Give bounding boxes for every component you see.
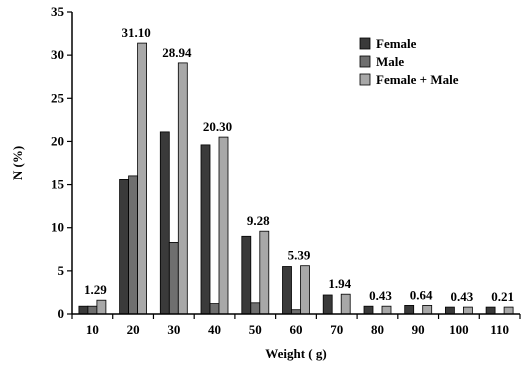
y-tick-label: 35	[51, 4, 65, 19]
legend-label: Male	[376, 54, 404, 69]
bar-female-male-20	[137, 42, 148, 315]
data-label: 0.43	[369, 288, 392, 303]
bar-male-10	[87, 305, 98, 315]
y-tick-label: 25	[51, 90, 65, 105]
x-tick-label: 40	[208, 322, 221, 337]
x-tick-label: 80	[371, 322, 384, 337]
bar-female-male-30	[177, 62, 188, 315]
data-label: 1.94	[328, 276, 351, 291]
legend-label: Female + Male	[376, 72, 459, 87]
x-tick-label: 90	[412, 322, 425, 337]
x-tick-label: 70	[330, 322, 343, 337]
x-tick-label: 30	[167, 322, 180, 337]
legend-label: Female	[376, 36, 417, 51]
data-label: 9.28	[247, 213, 270, 228]
x-tick-label: 100	[449, 322, 469, 337]
bar-female-30	[159, 131, 170, 315]
legend-swatch	[359, 55, 371, 68]
bar-male-30	[168, 241, 179, 315]
data-label: 5.39	[288, 248, 311, 263]
y-tick-label: 10	[51, 220, 64, 235]
bar-male-20	[128, 175, 139, 315]
bar-female-male-80	[381, 305, 392, 315]
legend: Female Male Female + Male	[359, 36, 459, 87]
y-tick-label: 15	[51, 177, 65, 192]
y-tick-label: 30	[51, 47, 64, 62]
bar-female-90	[404, 304, 415, 315]
bar-female-10	[78, 305, 89, 315]
bar-female-20	[119, 178, 129, 315]
data-labels-group: 1.29 31.10 28.94 20.30 9.28 5.39 1.94 0.43 0.64 0…	[84, 25, 514, 304]
bar-female-male-70	[340, 293, 351, 315]
x-tick-label: 10	[86, 322, 99, 337]
data-label: 0.21	[491, 289, 514, 304]
data-label: 0.43	[451, 289, 474, 304]
y-tick-label: 0	[58, 306, 65, 321]
bar-female-male-90	[422, 304, 433, 315]
x-tick-label: 110	[490, 322, 509, 337]
data-label: 31.10	[121, 25, 150, 40]
legend-swatch	[359, 37, 371, 50]
data-label: 0.64	[410, 287, 433, 302]
bar-female-male-110	[503, 306, 514, 315]
bar-female-male-10	[96, 299, 107, 315]
data-label: 20.30	[203, 119, 232, 134]
y-axis-title: N (%)	[10, 146, 25, 180]
bar-female-50	[241, 235, 252, 315]
bar-female-80	[363, 305, 374, 315]
bar-female-male-50	[259, 230, 270, 315]
bar-female-70	[322, 294, 333, 315]
bar-male-40	[209, 303, 220, 315]
bar-female-male-100	[462, 306, 473, 315]
x-axis-title: Weight ( g)	[265, 346, 326, 361]
bar-female-male-60	[300, 265, 310, 315]
x-tick-label: 50	[249, 322, 262, 337]
y-tick-label: 5	[58, 263, 65, 278]
bar-male-50	[250, 302, 261, 315]
bar-female-60	[282, 266, 292, 315]
data-label: 28.94	[162, 45, 192, 60]
x-tick-label: 20	[127, 322, 140, 337]
bar-female-male-40	[218, 136, 229, 315]
y-tick-label: 20	[51, 133, 64, 148]
data-label: 1.29	[84, 282, 107, 297]
axes-group: 0 5 10 15 20 25 30 35 10 20 30 40 50 60 70 80 90 100 110	[51, 4, 521, 337]
x-tick-label: 60	[290, 322, 303, 337]
bar-female-40	[200, 144, 211, 315]
bar-female-100	[444, 306, 455, 315]
bar-female-110	[485, 306, 496, 315]
legend-swatch	[359, 73, 371, 86]
bars-group	[78, 42, 514, 315]
